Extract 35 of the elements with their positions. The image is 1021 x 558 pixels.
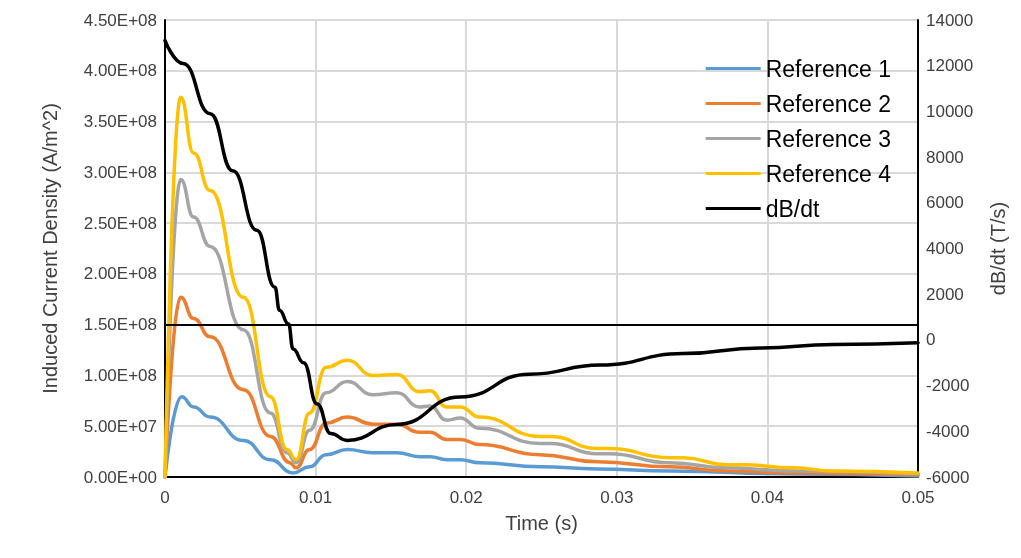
y2-tick-label: 6000: [926, 193, 964, 213]
y2-tick-label: 8000: [926, 147, 964, 167]
y-tick-label: 1.50E+08: [83, 315, 157, 335]
x-tick-label: 0.04: [750, 488, 784, 507]
y-tick-label: 0.00E+00: [83, 467, 157, 487]
legend-label: Reference 2: [765, 90, 892, 117]
legend-label: dB/dt: [765, 195, 821, 222]
y-tick-label: 4.50E+08: [83, 10, 157, 30]
x-tick-label: 0: [160, 488, 170, 507]
x-tick-label: 0.01: [299, 488, 333, 507]
y2-tick-label: 0: [926, 330, 936, 350]
y-tick-label: 2.00E+08: [83, 264, 157, 284]
legend-label: Reference 3: [765, 125, 892, 152]
y-tick-label: 5.00E+07: [83, 416, 157, 436]
x-tick-label: 0.03: [600, 488, 634, 507]
x-tick-label: 0.05: [901, 488, 935, 507]
y-tick-label: 2.50E+08: [83, 213, 157, 233]
legend-label: Reference 1: [765, 55, 892, 82]
y-tick-label: 3.00E+08: [83, 162, 157, 182]
y2-tick-label: -6000: [926, 467, 970, 487]
x-tick-label: 0.02: [449, 488, 483, 507]
legend-label: Reference 4: [765, 160, 892, 187]
y2-tick-label: 2000: [926, 284, 964, 304]
x-axis-title: Time (s): [505, 512, 578, 534]
y2-tick-label: 12000: [926, 56, 974, 76]
y2-tick-label: 14000: [926, 10, 974, 30]
y2-tick-label: 10000: [926, 101, 974, 121]
y-axis-title: Induced Current Density (A/m^2): [39, 103, 61, 394]
y2-tick-label: -4000: [926, 421, 970, 441]
y2-axis-title: dB/dt (T/s): [987, 201, 1009, 296]
y-tick-label: 1.00E+08: [83, 365, 157, 385]
y2-tick-label: -2000: [926, 376, 970, 396]
y-tick-label: 3.50E+08: [83, 112, 157, 132]
y-tick-label: 4.00E+08: [83, 61, 157, 81]
y2-tick-label: 4000: [926, 239, 964, 258]
